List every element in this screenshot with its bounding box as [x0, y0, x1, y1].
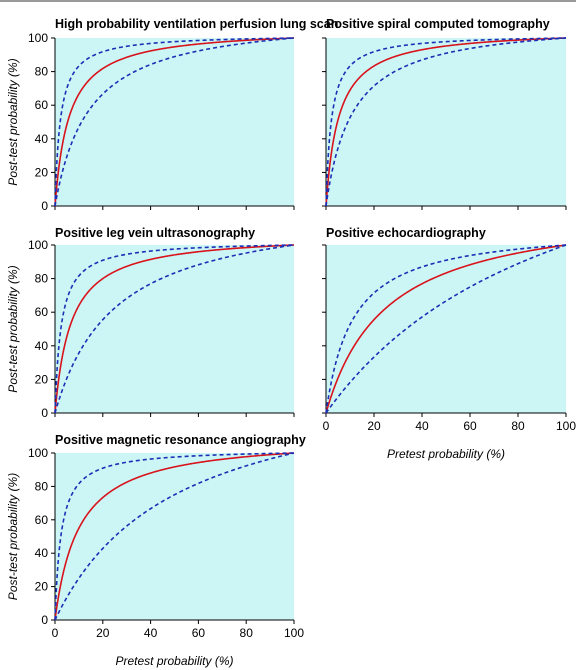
series-line-lower-ci [54, 244, 295, 414]
plot-area [326, 245, 566, 413]
y-axis-label: Post-test probability (%) [6, 473, 20, 600]
series-line-estimate [54, 37, 295, 207]
x-tick-label: 60 [192, 626, 206, 640]
panel-title: Positive magnetic resonance angiography [55, 433, 306, 447]
top-rule [0, 0, 576, 2]
y-tick-label: 100 [28, 31, 48, 45]
y-tick-label: 20 [35, 165, 49, 179]
y-tick-label: 0 [41, 406, 48, 420]
y-tick-label: 60 [35, 98, 49, 112]
y-tick-label: 20 [35, 372, 49, 386]
y-tick-label: 80 [35, 272, 49, 286]
x-tick-label: 0 [52, 626, 59, 640]
y-tick-label: 20 [35, 580, 49, 594]
y-axis-label: Post-test probability (%) [6, 58, 20, 185]
panel-title: Positive echocardiography [326, 226, 486, 240]
y-tick-label: 0 [41, 199, 48, 213]
x-tick-label: 40 [144, 626, 158, 640]
series-line-upper-ci [54, 244, 295, 414]
x-tick-label: 20 [367, 419, 381, 433]
series-line-estimate [325, 244, 567, 414]
x-tick-label: 80 [240, 626, 254, 640]
series-line-lower-ci [54, 452, 295, 621]
y-tick-label: 60 [35, 513, 49, 527]
panel-title: High probability ventilation perfusion l… [55, 17, 338, 31]
series-line-lower-ci [325, 244, 567, 414]
series-line-estimate [54, 244, 295, 414]
panel-title: Positive spiral computed tomography [326, 17, 550, 31]
series-line-upper-ci [325, 37, 567, 207]
y-tick-label: 60 [35, 305, 49, 319]
series-line-upper-ci [54, 37, 295, 207]
y-axis-label: Post-test probability (%) [6, 265, 20, 392]
y-tick-label: 40 [35, 132, 49, 146]
y-tick-label: 80 [35, 65, 49, 79]
y-tick-label: 100 [28, 238, 48, 252]
series-line-lower-ci [54, 37, 295, 207]
chart-panel-5: Positive magnetic resonance angiography 0… [6, 433, 306, 668]
chart-panel-4: Positive echocardiography 0 20 40 60 80 100 Pre… [322, 226, 576, 461]
series-line-upper-ci [54, 452, 295, 621]
x-axis-label: Pretest probability (%) [387, 447, 505, 461]
x-tick-label: 60 [463, 419, 477, 433]
x-tick-label: 40 [415, 419, 429, 433]
y-tick-label: 0 [41, 613, 48, 627]
y-tick-label: 40 [35, 339, 49, 353]
x-tick-label: 100 [556, 419, 576, 433]
panel-title: Positive leg vein ultrasonography [55, 226, 255, 240]
series-line-estimate [54, 452, 295, 621]
y-tick-label: 80 [35, 479, 49, 493]
x-tick-label: 100 [284, 626, 304, 640]
y-tick-label: 100 [28, 446, 48, 460]
series-line-upper-ci [325, 244, 567, 414]
series-line-lower-ci [325, 37, 567, 207]
x-tick-label: 20 [96, 626, 110, 640]
plot-area [55, 38, 294, 206]
chart-panel-3: Positive leg vein ultrasonography 0 20 40 60… [6, 226, 295, 420]
chart-panel-2: Positive spiral computed tomography [322, 17, 567, 210]
plot-area [55, 245, 294, 413]
plot-area [326, 38, 566, 206]
chart-panel-1: High probability ventilation perfusion l… [6, 17, 338, 213]
y-tick-label: 40 [35, 546, 49, 560]
x-axis-label: Pretest probability (%) [115, 654, 233, 668]
plot-area [55, 453, 294, 620]
series-line-estimate [325, 37, 567, 207]
x-tick-label: 80 [511, 419, 525, 433]
x-tick-label: 0 [323, 419, 330, 433]
